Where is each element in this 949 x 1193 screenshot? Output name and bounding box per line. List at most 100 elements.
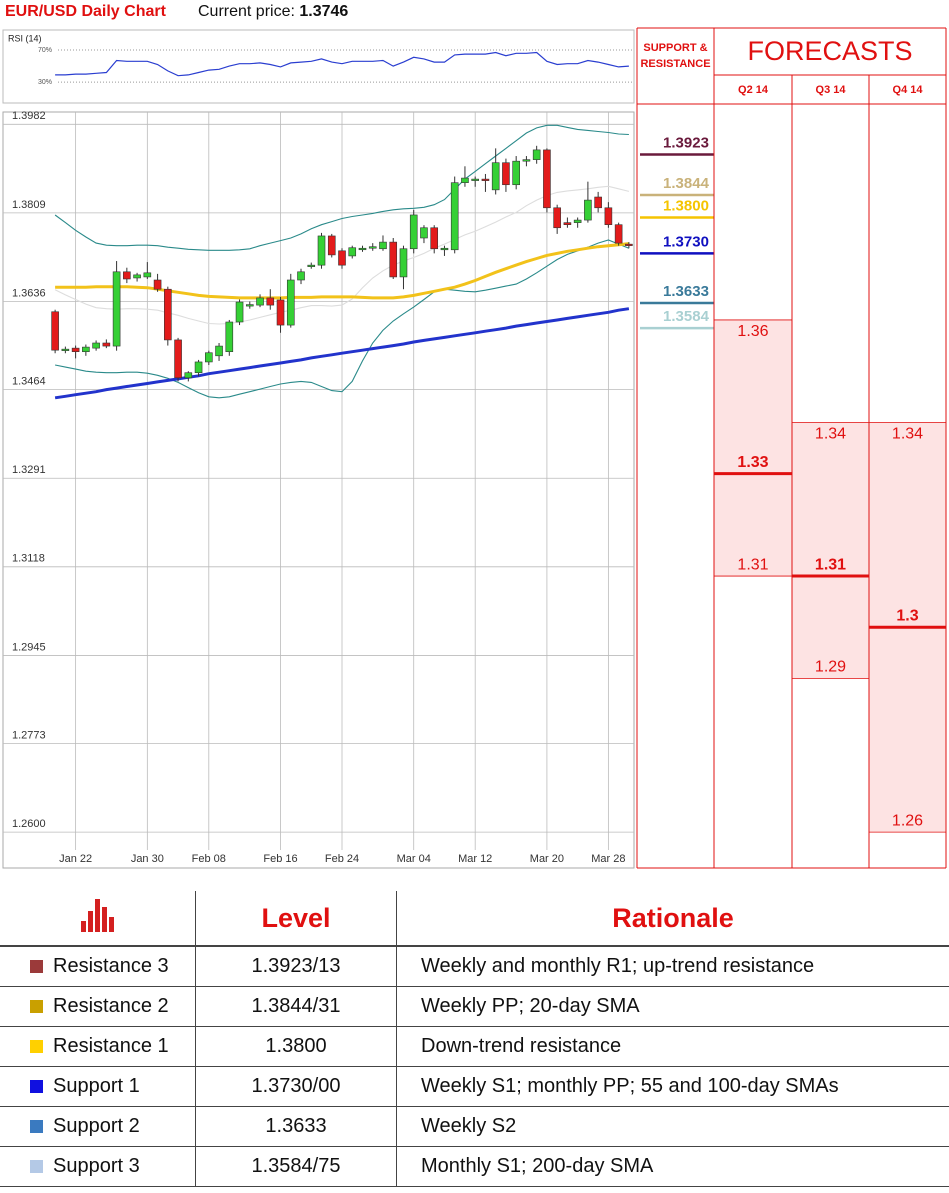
y-tick-label: 1.3464 <box>12 376 46 388</box>
candle-body <box>205 352 213 363</box>
table-row: Support 1 1.3730/00 Weekly S1; monthly PP;… <box>0 1066 949 1107</box>
forecast-panel: 1.3923 1.3844 1.3800 1.3730 1.3633 1.3584 1.36… <box>636 27 947 869</box>
level-value: 1.3584/75 <box>195 1146 397 1187</box>
table-row: Support 2 1.3633 Weekly S2 <box>0 1106 949 1147</box>
chart: EUR/USD Daily Chart Current price: 1.374… <box>2 3 947 869</box>
level-rationale: Weekly and monthly R1; up-trend resistan… <box>396 946 949 987</box>
table-row: Resistance 3 1.3923/13 Weekly and monthly … <box>0 946 949 987</box>
candle-body <box>573 219 582 223</box>
x-tick-label: Mar 20 <box>530 853 564 865</box>
candle-body <box>112 271 121 347</box>
forecast-high-label: 1.34 <box>892 426 923 443</box>
candle-body <box>174 339 182 379</box>
level-rationale: Weekly S2 <box>396 1106 949 1147</box>
bar-icon <box>80 898 114 932</box>
candle-body <box>379 241 387 250</box>
candle-body <box>82 346 90 353</box>
forecast-high-label: 1.34 <box>815 426 846 443</box>
indicator-line <box>54 239 630 399</box>
candle-body <box>604 207 613 225</box>
level-swatch <box>30 1080 43 1093</box>
rsi-frame <box>2 29 635 104</box>
level-value: 1.3800 <box>195 1026 397 1067</box>
level-rationale: Weekly PP; 20-day SMA <box>396 986 949 1027</box>
level-swatch <box>30 1040 43 1053</box>
candle-body <box>471 178 479 181</box>
candle-body <box>584 199 592 221</box>
forecast-mid-label: 1.31 <box>815 556 846 573</box>
candle-body <box>625 243 633 246</box>
candle-body <box>276 299 285 326</box>
y-tick-label: 1.3636 <box>12 287 46 299</box>
candle-body <box>450 182 459 251</box>
level-swatch <box>30 1160 43 1173</box>
candle-body <box>225 321 234 353</box>
y-tick-label: 1.2600 <box>12 818 46 830</box>
candle-body <box>389 241 398 278</box>
candle-body <box>502 162 510 186</box>
rsi-line <box>55 51 629 77</box>
candle-body <box>266 297 275 306</box>
candle-body <box>317 235 326 266</box>
forecast-mid-label: 1.33 <box>737 454 768 471</box>
forecast-range <box>792 422 869 679</box>
candle-body <box>614 224 623 244</box>
level-name: Support 3 <box>53 1155 140 1177</box>
x-tick-label: Mar 12 <box>458 853 492 865</box>
level-value: 1.3633 <box>195 1106 397 1147</box>
candle-body <box>440 247 449 251</box>
candle-body <box>194 361 203 374</box>
table-body: Resistance 3 1.3923/13 Weekly and monthly … <box>0 946 949 1187</box>
price-label: Current price: <box>198 3 295 20</box>
level-swatch <box>30 960 43 973</box>
level-name-cell: Support 3 <box>0 1146 196 1187</box>
candle-body <box>123 271 131 280</box>
level-name-cell: Support 2 <box>0 1106 196 1147</box>
level-rationale: Weekly S1; monthly PP; 55 and 100-day SM… <box>396 1066 949 1107</box>
level-name-cell: Resistance 2 <box>0 986 196 1027</box>
candle-body <box>235 301 244 323</box>
candle-body <box>461 177 469 183</box>
candle-body <box>245 304 254 307</box>
forecast-title: FORECASTS <box>747 36 912 66</box>
forecast-low-label: 1.31 <box>737 556 768 573</box>
level-rationale: Monthly S1; 200-day SMA <box>396 1146 949 1187</box>
level-name: Support 2 <box>53 1115 140 1137</box>
level-rationale: Down-trend resistance <box>396 1026 949 1067</box>
quarter-label: Q2 14 <box>738 84 769 96</box>
y-tick-label: 1.3809 <box>12 199 46 211</box>
candle-body <box>543 149 551 209</box>
indicator-line <box>54 124 629 251</box>
quarter-label: Q4 14 <box>893 84 924 96</box>
indicator-line <box>55 242 630 300</box>
candle-body <box>215 345 223 357</box>
level-label: 1.3844 <box>663 175 710 192</box>
level-label: 1.3584 <box>663 308 710 325</box>
table-row: Resistance 1 1.3800 Down-trend resistance <box>0 1026 949 1067</box>
levels-table: Level Rationale Resistance 3 1.3923/13 Wee… <box>0 891 949 1187</box>
level-label: 1.3633 <box>663 283 709 300</box>
candle-body <box>51 311 59 351</box>
forecast-high-label: 1.36 <box>737 323 768 340</box>
candle-body <box>184 372 193 379</box>
page-title: EUR/USD Daily Chart <box>5 3 167 20</box>
forecast-mid-label: 1.3 <box>896 607 918 624</box>
candle-body <box>481 178 490 181</box>
sr-header: SUPPORT & RESISTANCE <box>640 42 711 70</box>
quarter-label: Q3 14 <box>816 84 847 96</box>
y-tick-label: 1.3118 <box>12 553 45 565</box>
candle-body <box>153 279 162 290</box>
table-header: Level Rationale <box>0 891 949 947</box>
candle-body <box>61 348 70 351</box>
candle-body <box>338 250 346 266</box>
level-value: 1.3730/00 <box>195 1066 397 1107</box>
level-name: Support 1 <box>53 1075 140 1097</box>
column-header: Level <box>195 891 397 947</box>
level-value: 1.3844/31 <box>195 986 397 1027</box>
icon-cell <box>0 891 196 947</box>
table-row: Support 3 1.3584/75 Monthly S1; 200-day SM… <box>0 1146 949 1187</box>
table-row: Resistance 2 1.3844/31 Weekly PP; 20-day S… <box>0 986 949 1027</box>
level-name: Resistance 3 <box>53 955 169 977</box>
level-swatch <box>30 1120 43 1133</box>
